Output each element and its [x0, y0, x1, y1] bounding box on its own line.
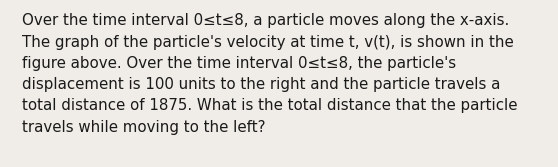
- Text: Over the time interval 0≤t≤8, a particle moves along the x-axis.
The graph of th: Over the time interval 0≤t≤8, a particle…: [22, 13, 518, 135]
